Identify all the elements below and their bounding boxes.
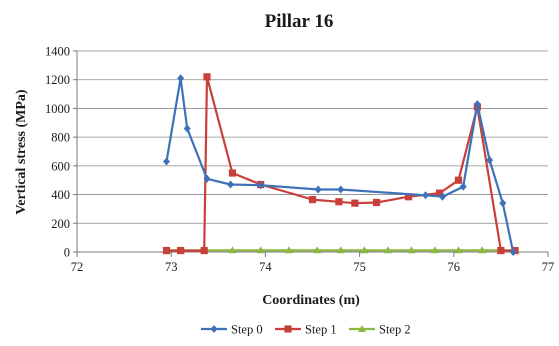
- data-point-step-2: [360, 246, 369, 254]
- data-point-step-2: [383, 246, 392, 254]
- data-point-step-1: [308, 195, 317, 204]
- legend: Step 0 Step 1 Step 2: [201, 323, 411, 337]
- series-line-step-0: [165, 77, 515, 253]
- tick-labels: 0 200 400 600 800 1000 1200 1400 72 73 74 75 76 77: [45, 45, 554, 275]
- data-point-step-0: [203, 174, 211, 183]
- legend-label: Step 1: [305, 323, 337, 337]
- data-point-step-2: [313, 246, 322, 254]
- series-lines: [162, 73, 520, 256]
- legend-label: Step 2: [379, 323, 411, 337]
- x-tick-label: 77: [542, 260, 555, 274]
- data-point-step-0: [337, 185, 345, 194]
- y-tick-label: 0: [64, 246, 70, 260]
- data-point-step-0: [227, 180, 235, 189]
- data-point-step-0: [486, 156, 494, 165]
- data-point-step-0: [183, 124, 191, 133]
- axes: [73, 50, 549, 257]
- y-tick-label: 1200: [45, 73, 70, 87]
- data-point-step-1: [436, 189, 444, 197]
- x-tick-label: 76: [448, 260, 461, 274]
- chart-title: Pillar 16: [265, 11, 334, 32]
- legend-label: Step 0: [231, 323, 263, 337]
- data-point-step-1: [228, 169, 237, 177]
- legend-swatch-marker: [210, 325, 218, 333]
- y-tick-label: 1000: [45, 102, 70, 116]
- data-point-step-2: [336, 246, 345, 254]
- data-point-step-0: [473, 100, 481, 109]
- data-point-step-1: [454, 176, 463, 184]
- y-tick-label: 800: [51, 131, 70, 145]
- data-point-step-1: [404, 193, 413, 201]
- data-point-step-0: [499, 199, 507, 208]
- y-tick-label: 400: [51, 188, 70, 202]
- data-point-step-0: [177, 74, 185, 83]
- legend-swatch-marker: [284, 325, 292, 333]
- data-point-step-2: [454, 246, 463, 254]
- x-tick-label: 73: [165, 260, 178, 274]
- data-point-step-0: [459, 182, 467, 191]
- data-point-step-0: [509, 248, 517, 256]
- data-point-step-0: [257, 181, 265, 190]
- legend-item-step-0: Step 0: [201, 323, 263, 337]
- y-tick-label: 1400: [45, 45, 70, 59]
- x-tick-label: 75: [353, 260, 366, 274]
- data-point-step-1: [162, 246, 171, 255]
- y-axis-label: Vertical stress (MPa): [14, 89, 29, 215]
- y-tick-label: 200: [51, 217, 70, 231]
- data-point-step-2: [228, 246, 237, 254]
- data-point-step-0: [314, 185, 322, 194]
- x-axis-label: Coordinates (m): [262, 293, 360, 308]
- x-tick-label: 72: [71, 260, 84, 274]
- data-point-step-0: [438, 192, 446, 201]
- data-point-step-2: [284, 246, 293, 254]
- data-point-step-1: [335, 198, 343, 206]
- series-step-1: [162, 73, 519, 255]
- data-point-step-2: [430, 246, 439, 254]
- data-point-step-1: [200, 246, 208, 255]
- data-point-step-1: [372, 198, 381, 207]
- data-point-step-1: [177, 246, 185, 255]
- legend-item-step-2: Step 2: [349, 323, 411, 337]
- legend-swatch-marker: [358, 325, 366, 332]
- series-line-step-1: [166, 75, 515, 252]
- y-tick-label: 600: [51, 159, 70, 173]
- data-point-step-0: [422, 191, 430, 200]
- data-point-step-2: [478, 246, 487, 254]
- x-tick-label: 74: [259, 260, 272, 274]
- grid-lines: [77, 50, 548, 224]
- data-point-step-1: [351, 199, 359, 207]
- data-point-step-1: [203, 73, 211, 81]
- data-point-step-1: [497, 246, 505, 255]
- data-point-step-2: [407, 246, 416, 254]
- legend-item-step-1: Step 1: [275, 323, 337, 337]
- series-step-0: [162, 74, 517, 256]
- data-point-step-0: [162, 157, 170, 166]
- data-point-step-2: [256, 246, 265, 254]
